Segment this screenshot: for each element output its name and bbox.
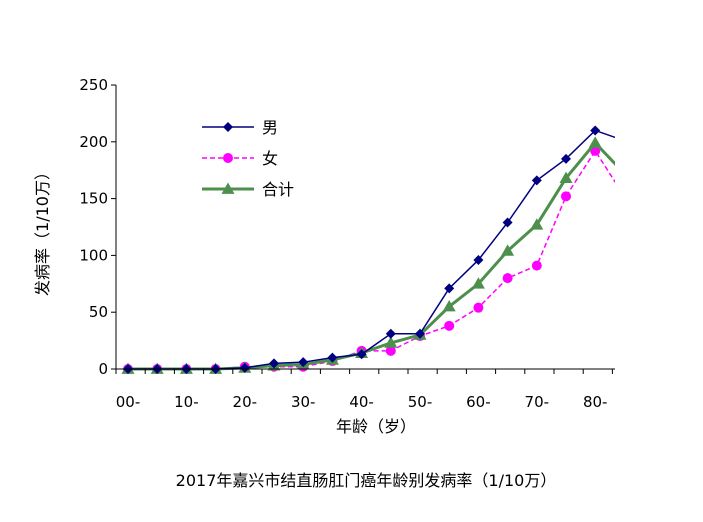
data-point-男: [561, 153, 571, 164]
data-point-男: [327, 352, 338, 363]
data-point-男: [385, 328, 396, 339]
data-point-男: [239, 362, 250, 373]
data-point-合计: [501, 244, 515, 256]
data-point-男: [298, 357, 309, 368]
data-point-男: [473, 254, 484, 265]
legend-label-女: 女: [262, 149, 278, 168]
data-point-合计: [384, 336, 398, 348]
data-point-女: [561, 191, 571, 202]
y-tick-label: 200: [79, 133, 108, 151]
data-point-女: [385, 345, 396, 356]
data-point-合计: [471, 277, 485, 289]
x-tick-label: 30-: [291, 393, 316, 411]
series-line-女: [128, 149, 615, 370]
data-point-合计: [442, 300, 456, 312]
y-tick-label: 250: [79, 76, 108, 94]
data-point-男: [444, 283, 455, 294]
data-point-男: [502, 217, 513, 228]
data-point-合计: [559, 171, 573, 184]
y-tick-label: 50: [89, 303, 108, 321]
x-tick-label: 80-: [583, 393, 608, 411]
data-point-男: [269, 358, 279, 369]
series-line-合计: [128, 140, 615, 371]
x-tick-label: 00-: [116, 393, 141, 411]
axes: 0 50 100 150 200 250 00- 10- 20- 30- 40- 50- 60- 70- 8…: [79, 76, 615, 411]
legend-marker-男: [223, 122, 233, 132]
legend-label-男: 男: [262, 118, 278, 137]
data-point-男: [531, 175, 542, 186]
series-男: [123, 125, 615, 374]
data-point-女: [531, 260, 542, 271]
x-tick-label: 60-: [466, 393, 491, 411]
y-tick-label: 0: [98, 360, 108, 378]
series-女: [123, 145, 615, 374]
chart-title: 2017年嘉兴市结直肠肛门癌年龄别发病率（1/10万）: [176, 471, 557, 490]
y-axis-title: 发病率（1/10万）: [33, 164, 52, 296]
series-line-男: [128, 129, 615, 370]
legend-marker-女: [223, 153, 233, 163]
data-point-女: [590, 145, 601, 156]
data-point-合计: [588, 136, 602, 148]
plot-area: [121, 125, 615, 374]
data-point-男: [415, 328, 425, 339]
x-tick-label: 70-: [525, 393, 550, 411]
data-point-男: [356, 349, 367, 360]
data-point-男: [590, 125, 601, 136]
data-point-女: [444, 320, 455, 331]
x-axis-title: 年龄（岁）: [336, 417, 416, 436]
legend-marker-合计: [221, 182, 235, 194]
data-point-女: [473, 302, 484, 313]
data-point-女: [502, 273, 513, 284]
x-tick-label: 40-: [349, 393, 374, 411]
x-tick-label: 10-: [174, 393, 199, 411]
legend-label-合计: 合计: [262, 180, 294, 199]
y-tick-label: 100: [79, 246, 108, 264]
x-tick-label: 50-: [408, 393, 433, 411]
data-point-合计: [530, 218, 544, 230]
y-tick-label: 150: [79, 190, 108, 208]
x-tick-label: 20-: [233, 393, 258, 411]
